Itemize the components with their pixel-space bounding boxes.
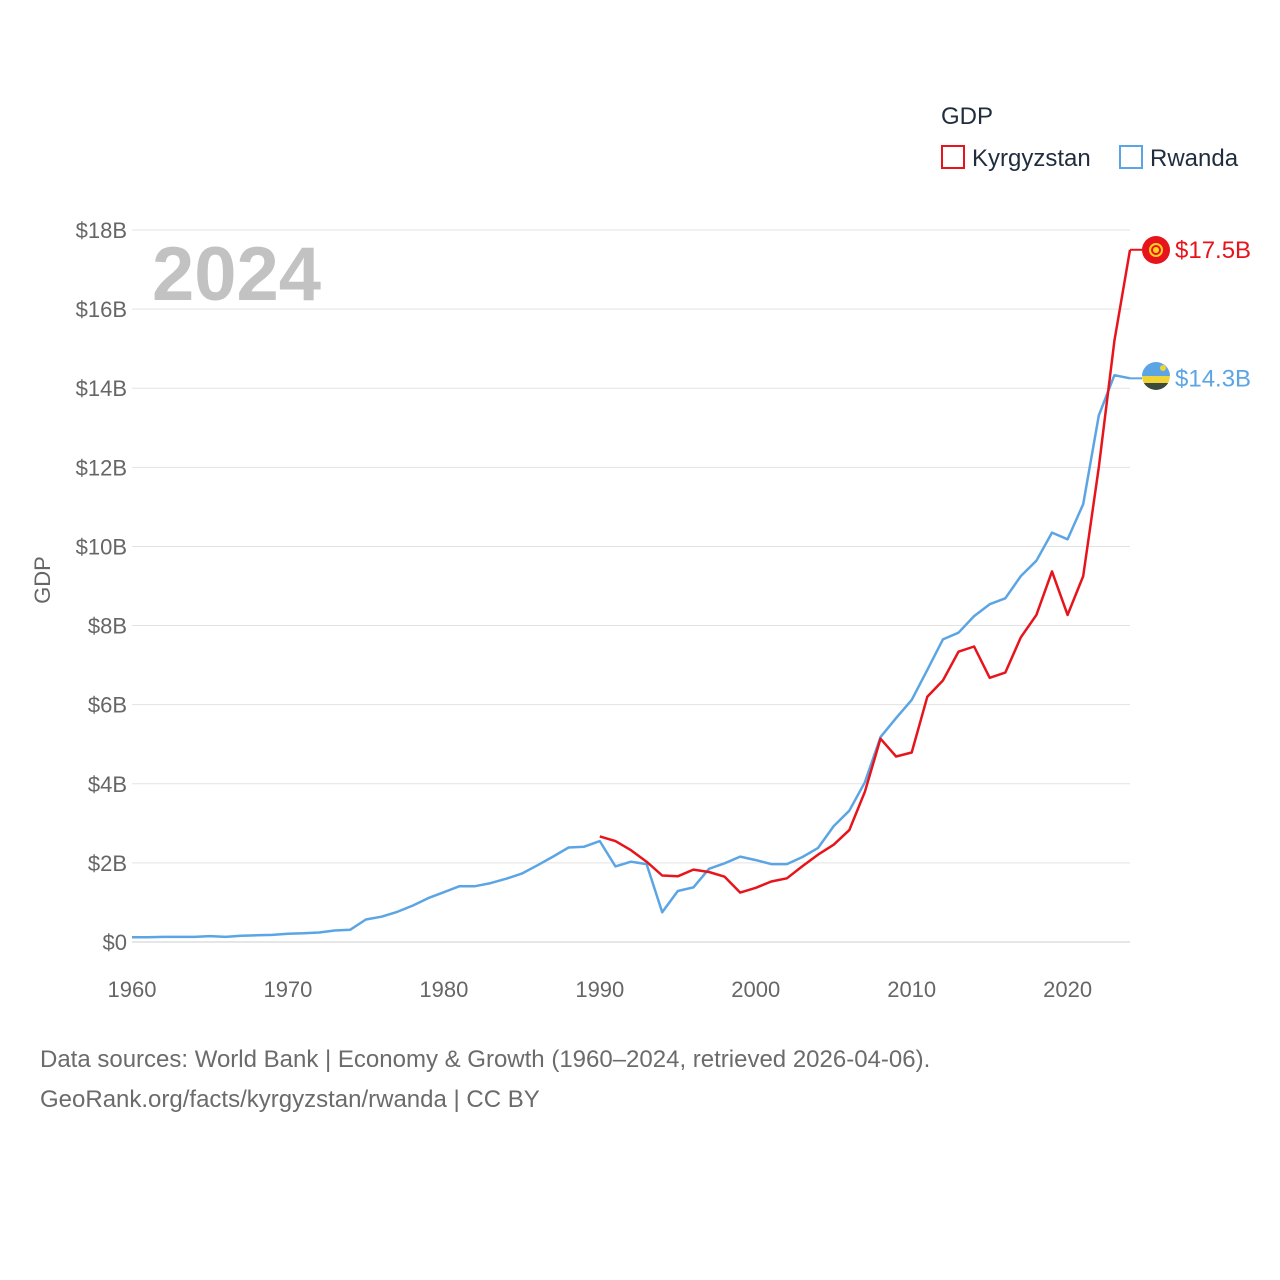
x-tick-label: 1970 xyxy=(263,977,312,1002)
series-lines xyxy=(132,249,1132,939)
y-tick-label: $2B xyxy=(88,851,127,876)
kyrgyzstan-flag-icon xyxy=(1142,236,1170,264)
series-line-rwanda xyxy=(132,373,1131,939)
x-axis-ticks: 1960 1970 1980 1990 2000 2010 2020 xyxy=(108,977,1093,1002)
y-tick-label: $4B xyxy=(88,772,127,797)
y-tick-label: $14B xyxy=(76,376,127,401)
y-tick-label: $10B xyxy=(76,534,127,559)
source-note: Data sources: World Bank | Economy & Gro… xyxy=(40,1040,930,1120)
x-tick-label: 1990 xyxy=(575,977,624,1002)
legend-title: GDP xyxy=(941,103,993,130)
legend-label-rwanda: Rwanda xyxy=(1150,145,1239,172)
rwanda-flag-icon xyxy=(1142,362,1170,390)
source-line-1: Data sources: World Bank | Economy & Gro… xyxy=(40,1046,931,1073)
end-value-label-kyrgyzstan: $17.5B xyxy=(1175,237,1251,264)
y-axis-ticks: $0 $2B $4B $6B $8B $10B $12B $14B $16B $18B xyxy=(76,218,127,955)
gridlines xyxy=(132,229,1130,943)
y-tick-label: $6B xyxy=(88,693,127,718)
y-tick-label: $18B xyxy=(76,218,127,243)
y-tick-label: $16B xyxy=(76,297,127,322)
x-tick-label: 1980 xyxy=(419,977,468,1002)
x-tick-label: 2020 xyxy=(1043,977,1092,1002)
legend-swatch-kyrgyzstan xyxy=(941,145,965,169)
x-tick-label: 2010 xyxy=(887,977,936,1002)
year-label: 2024 xyxy=(152,232,321,317)
y-axis-label: GDP xyxy=(30,556,55,604)
legend-label-kyrgyzstan: Kyrgyzstan xyxy=(972,145,1091,172)
legend-swatch-rwanda xyxy=(1119,145,1143,169)
end-value-label-rwanda: $14.3B xyxy=(1175,365,1251,392)
source-line-2[interactable]: GeoRank.org/facts/kyrgyzstan/rwanda | CC… xyxy=(40,1086,540,1113)
series-line-kyrgyzstan xyxy=(599,249,1132,894)
y-tick-label: $12B xyxy=(76,455,127,480)
x-tick-label: 2000 xyxy=(731,977,780,1002)
y-tick-label: $0 xyxy=(103,930,127,955)
legend: GDP Kyrgyzstan Rwanda xyxy=(941,103,1239,172)
end-labels: $14.3B $17.5B xyxy=(1130,237,1251,392)
y-tick-label: $8B xyxy=(88,614,127,639)
x-tick-label: 1960 xyxy=(108,977,157,1002)
